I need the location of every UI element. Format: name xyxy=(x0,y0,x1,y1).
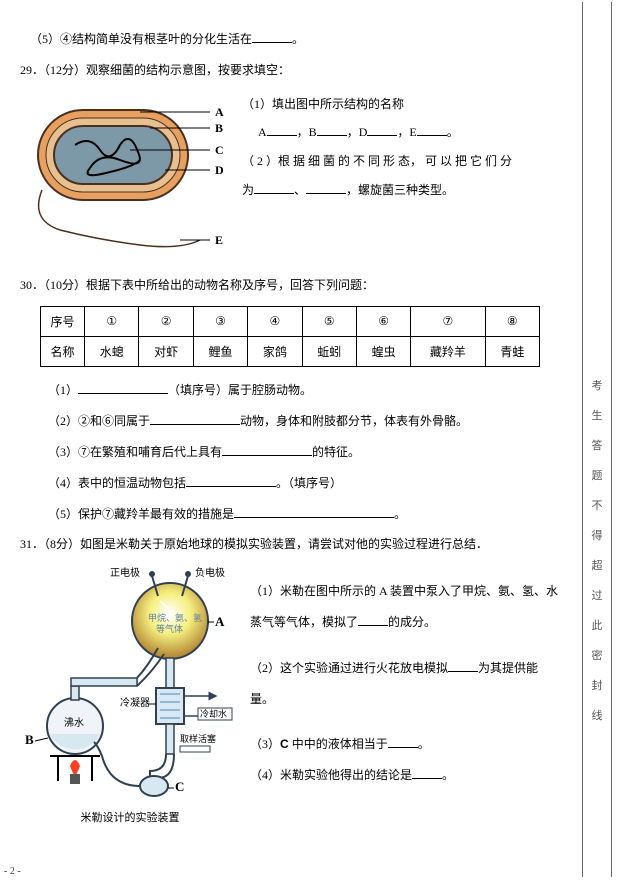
cell: ② xyxy=(139,307,193,337)
cell: ⑦ xyxy=(411,307,485,337)
blank[interactable] xyxy=(252,29,292,43)
sidebar-char: 答 xyxy=(592,437,603,453)
row2-label: 名称 xyxy=(41,337,85,367)
cell: 对虾 xyxy=(139,337,193,367)
q29-2a: （ 2 ）根 据 细 菌 的 不 同 形 态， 可 以 把 它 们 分 xyxy=(242,147,560,176)
sidebar-char: 封 xyxy=(592,677,603,693)
q30-5: （5）保护⑦藏羚羊最有效的措施是。 xyxy=(20,503,560,526)
q30-3: （3）⑦在繁殖和哺育后代上具有的特征。 xyxy=(20,441,560,464)
text: （5）④结构简单没有根茎叶的分化生活在 xyxy=(30,32,252,46)
label-D: D xyxy=(215,163,224,177)
label-A: A xyxy=(215,614,225,629)
bacteria-diagram: A B C D E xyxy=(20,90,230,260)
miller-figure: 正电极 负电极 甲烷、氨、氢 等气体 A 冷凝器 xyxy=(20,566,240,825)
cell: ④ xyxy=(248,307,302,337)
q31-4: （4）米勒实验他得出的结论是。 xyxy=(250,760,560,791)
cell: 藏羚羊 xyxy=(411,337,485,367)
q31-text: （1）米勒在图中所示的 A 装置中泵入了甲烷、氨、氢、水 蒸气等气体，模拟了的成… xyxy=(250,566,560,791)
label-C: C xyxy=(215,143,224,157)
cell: 青蛙 xyxy=(485,337,539,367)
row1-label: 序号 xyxy=(41,307,85,337)
pos-electrode-label: 正电极 xyxy=(110,566,140,579)
q29-text: （1）填出图中所示结构的名称 A，B，D，E。 （ 2 ）根 据 细 菌 的 不… xyxy=(242,90,560,205)
cooler-label: 冷凝器 xyxy=(120,696,150,709)
q30-2: （2）②和⑥同属于动物，身体和附肢都分节，体表有外骨骼。 xyxy=(20,410,560,433)
bacteria-block: A B C D E （1）填出图中所示结构的名称 A，B，D，E。 （ 2 ）根… xyxy=(20,90,560,260)
q30-4: （4）表中的恒温动物包括。（填序号） xyxy=(20,472,560,495)
sample-label: 取样活塞 xyxy=(180,733,216,744)
cell: ⑥ xyxy=(356,307,410,337)
seal-line-sidebar: 考 生 答 题 不 得 超 过 此 密 封 线 xyxy=(582,2,612,877)
miller-caption: 米勒设计的实验装置 xyxy=(20,809,240,825)
cell: 水螅 xyxy=(85,337,139,367)
q31-head: 31．（8分）如图是米勒关于原始地球的模拟实验装置，请尝试对他的实验过程进行总结… xyxy=(20,533,560,556)
label-B: B xyxy=(25,732,34,747)
sidebar-char: 考 xyxy=(592,377,603,393)
q29-1: （1）填出图中所示结构的名称 xyxy=(242,90,560,119)
q31-1a: （1）米勒在图中所示的 A 装置中泵入了甲烷、氨、氢、水 xyxy=(250,576,560,607)
page-number: - 2 - xyxy=(4,866,21,877)
cell: ⑤ xyxy=(302,307,356,337)
miller-block: 正电极 负电极 甲烷、氨、氢 等气体 A 冷凝器 xyxy=(20,566,560,825)
cell: 家鸽 xyxy=(248,337,302,367)
q28-5-text: （5）④结构简单没有根茎叶的分化生活在 。 xyxy=(20,28,560,51)
q30-1: （1）（填序号）属于腔肠动物。 xyxy=(20,379,560,402)
label-E: E xyxy=(215,233,223,247)
cell: ⑧ xyxy=(485,307,539,337)
sidebar-char: 过 xyxy=(592,587,603,603)
cell: 蝗虫 xyxy=(356,337,410,367)
svg-text:等气体: 等气体 xyxy=(156,623,183,634)
q29-head: 29．（12分）观察细菌的结构示意图，按要求填空： xyxy=(20,59,560,82)
table-row: 序号 ① ② ③ ④ ⑤ ⑥ ⑦ ⑧ xyxy=(41,307,540,337)
q31-3: （3）C 中中的液体相当于。 xyxy=(250,729,560,760)
sidebar-char: 生 xyxy=(592,407,603,423)
q29-labels: A，B，D，E。 xyxy=(242,118,560,147)
sidebar-char: 题 xyxy=(592,467,603,483)
gases-label: 甲烷、氨、氢 xyxy=(148,612,202,623)
sidebar-char: 得 xyxy=(592,527,603,543)
boil-label: 沸水 xyxy=(64,716,84,729)
q30-head: 30．（10分）根据下表中所给出的动物名称及序号，回答下列问题： xyxy=(20,274,560,297)
cell: 鲤鱼 xyxy=(193,337,247,367)
sidebar-char: 超 xyxy=(592,557,603,573)
period: 。 xyxy=(292,32,304,46)
label-B: B xyxy=(215,121,223,135)
label-C: C xyxy=(175,779,184,794)
cell: ③ xyxy=(193,307,247,337)
sidebar-char: 此 xyxy=(592,617,603,633)
cell: 蚯蚓 xyxy=(302,337,356,367)
label-A: A xyxy=(215,105,224,119)
cell: ① xyxy=(85,307,139,337)
sidebar-char: 密 xyxy=(592,647,603,663)
table-row: 名称 水螅 对虾 鲤鱼 家鸽 蚯蚓 蝗虫 藏羚羊 青蛙 xyxy=(41,337,540,367)
q31-2: （2）这个实验通过进行火花放电模拟为其提供能量。 xyxy=(250,653,560,715)
q29-2b: 为、，螺旋菌三种类型。 xyxy=(242,176,560,205)
neg-electrode-label: 负电极 xyxy=(195,566,225,579)
q31-1b: 蒸气等气体，模拟了的成分。 xyxy=(250,607,560,638)
coolwater-label: 冷却水 xyxy=(200,708,227,719)
animal-table: 序号 ① ② ③ ④ ⑤ ⑥ ⑦ ⑧ 名称 水螅 对虾 鲤鱼 家鸽 蚯蚓 蝗虫 … xyxy=(40,306,540,367)
sidebar-char: 线 xyxy=(592,707,603,723)
sidebar-char: 不 xyxy=(592,497,603,513)
